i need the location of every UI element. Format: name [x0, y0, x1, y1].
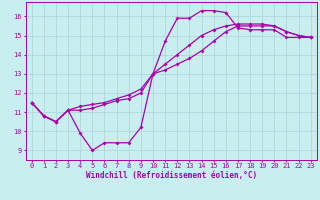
X-axis label: Windchill (Refroidissement éolien,°C): Windchill (Refroidissement éolien,°C) — [86, 171, 257, 180]
